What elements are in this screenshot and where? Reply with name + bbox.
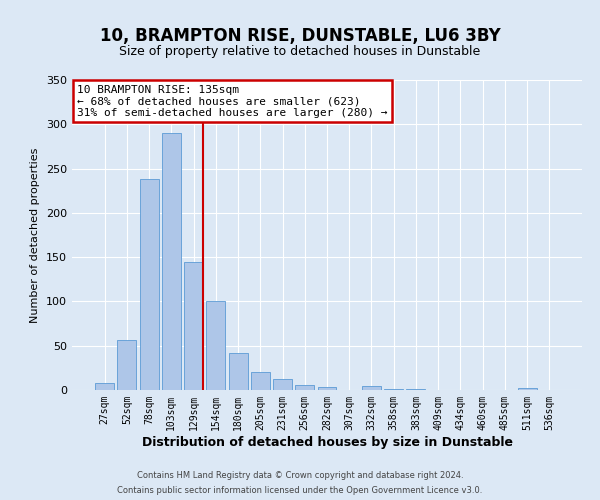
X-axis label: Distribution of detached houses by size in Dunstable: Distribution of detached houses by size … bbox=[142, 436, 512, 448]
Bar bbox=[184, 262, 203, 390]
Bar bbox=[140, 179, 158, 390]
Bar bbox=[518, 388, 536, 390]
Text: Contains HM Land Registry data © Crown copyright and database right 2024.: Contains HM Land Registry data © Crown c… bbox=[137, 471, 463, 480]
Text: Contains public sector information licensed under the Open Government Licence v3: Contains public sector information licen… bbox=[118, 486, 482, 495]
Text: 10 BRAMPTON RISE: 135sqm
← 68% of detached houses are smaller (623)
31% of semi-: 10 BRAMPTON RISE: 135sqm ← 68% of detach… bbox=[77, 84, 388, 118]
Bar bbox=[118, 340, 136, 390]
Bar bbox=[362, 386, 381, 390]
Bar bbox=[95, 383, 114, 390]
Bar bbox=[295, 384, 314, 390]
Bar bbox=[251, 372, 270, 390]
Text: 10, BRAMPTON RISE, DUNSTABLE, LU6 3BY: 10, BRAMPTON RISE, DUNSTABLE, LU6 3BY bbox=[100, 28, 500, 46]
Bar bbox=[317, 388, 337, 390]
Bar bbox=[406, 389, 425, 390]
Bar bbox=[206, 300, 225, 390]
Bar bbox=[162, 133, 181, 390]
Bar bbox=[384, 389, 403, 390]
Bar bbox=[229, 353, 248, 390]
Bar bbox=[273, 380, 292, 390]
Text: Size of property relative to detached houses in Dunstable: Size of property relative to detached ho… bbox=[119, 45, 481, 58]
Y-axis label: Number of detached properties: Number of detached properties bbox=[31, 148, 40, 322]
